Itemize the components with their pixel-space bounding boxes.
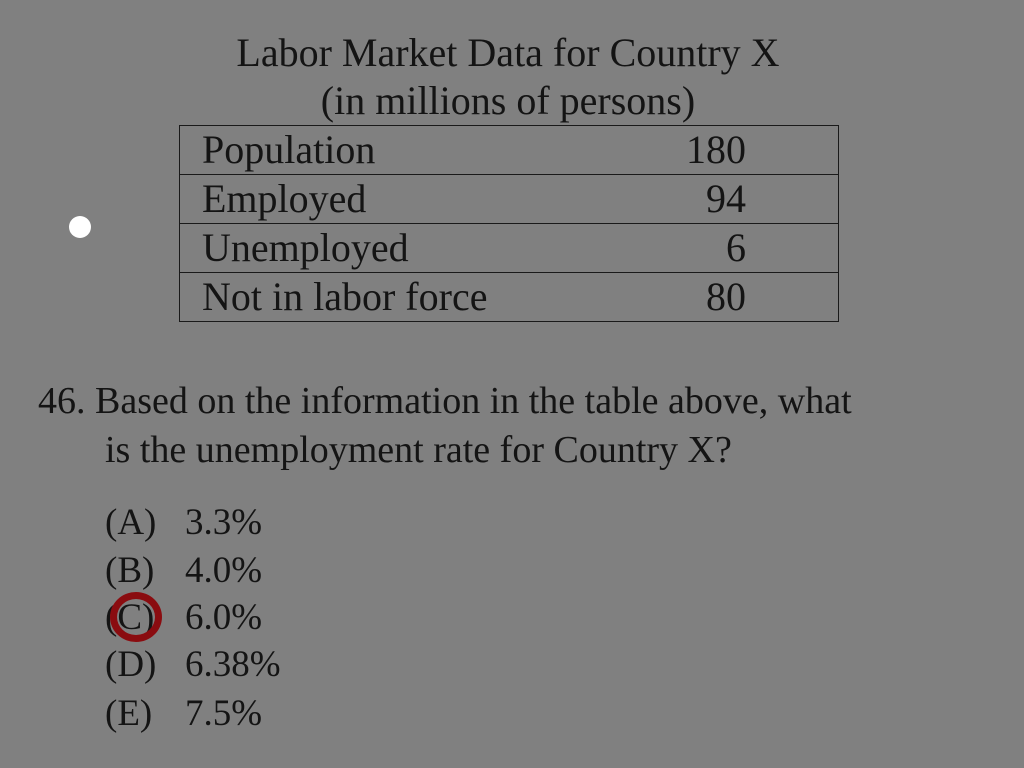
option-e-value: 7.5% — [185, 693, 263, 734]
answer-circle-mark-icon — [110, 592, 162, 642]
row-value: 180 — [620, 125, 840, 175]
labor-data-table: Population 180 Employed 94 Unemployed 6 Not… — [179, 125, 840, 322]
option-d-letter: (D) — [105, 644, 157, 685]
option-d-value: 6.38% — [185, 644, 281, 685]
table-row: Not in labor force 80 — [179, 272, 840, 322]
table-row: Population 180 — [179, 125, 840, 175]
row-value: 80 — [620, 272, 840, 322]
row-value: 94 — [620, 174, 840, 224]
row-label: Unemployed — [179, 223, 621, 273]
table-row: Unemployed 6 — [179, 223, 840, 273]
table-title: Labor Market Data for Country X — [236, 30, 780, 75]
row-label: Employed — [179, 174, 621, 224]
table-subtitle: (in millions of persons) — [320, 78, 696, 123]
option-b-value: 4.0% — [185, 550, 263, 591]
option-a-letter: (A) — [105, 502, 157, 543]
option-b-letter: (B) — [105, 550, 155, 591]
bullet-icon — [69, 216, 91, 238]
row-label: Not in labor force — [179, 272, 621, 322]
question-line-1: 46. Based on the information in the tabl… — [38, 380, 852, 422]
option-c-value: 6.0% — [185, 597, 263, 638]
option-a-value: 3.3% — [185, 502, 263, 543]
row-label: Population — [179, 125, 621, 175]
question-line-2: is the unemployment rate for Country X? — [105, 429, 732, 471]
row-value: 6 — [620, 223, 840, 273]
option-e-letter: (E) — [105, 693, 153, 734]
table-row: Employed 94 — [179, 174, 840, 224]
